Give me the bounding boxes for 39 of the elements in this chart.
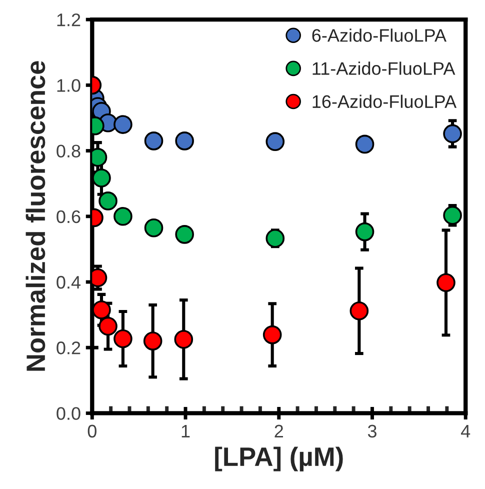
point	[98, 316, 118, 336]
point	[350, 301, 369, 320]
x-tick-label: 3	[368, 424, 376, 438]
legend-label: 11-Azido-FluoLPA	[312, 62, 456, 75]
point	[92, 300, 111, 320]
point	[175, 225, 194, 244]
x-tick-label: 0	[88, 424, 96, 438]
point	[114, 206, 132, 226]
y-axis-title: Normalized fluorescence	[26, 61, 46, 371]
point	[92, 168, 111, 188]
x-tick-label: 1	[182, 424, 190, 438]
y-tick-label: 0.8	[56, 144, 80, 158]
x-axis-title: [LPA] (µM)	[215, 446, 343, 472]
point	[175, 132, 194, 150]
point	[436, 273, 456, 292]
point	[262, 325, 282, 344]
point	[174, 330, 194, 349]
point	[144, 218, 164, 238]
point	[355, 222, 374, 242]
point	[143, 332, 162, 350]
point	[355, 134, 374, 154]
legend-label: 6-Azido-FluoLPA	[312, 28, 446, 42]
y-tick-label: 0.6	[56, 210, 80, 224]
y-tick-label: 1.0	[57, 79, 80, 92]
point	[144, 132, 164, 150]
y-tick-label: 0.0	[56, 407, 80, 420]
point	[114, 115, 132, 134]
point	[443, 124, 462, 144]
point	[114, 329, 132, 348]
point	[98, 192, 118, 210]
y-tick-label: 1.2	[57, 13, 80, 26]
point	[443, 206, 462, 225]
point	[266, 132, 285, 151]
x-tick-label: 2	[274, 424, 283, 438]
x-tick-label: 4	[460, 424, 470, 438]
y-tick-label: 0.4	[56, 276, 81, 289]
point	[266, 228, 285, 248]
y-tick-label: 0.2	[56, 342, 80, 354]
legend-label: 16-Azido-FluoLPA	[312, 94, 457, 108]
